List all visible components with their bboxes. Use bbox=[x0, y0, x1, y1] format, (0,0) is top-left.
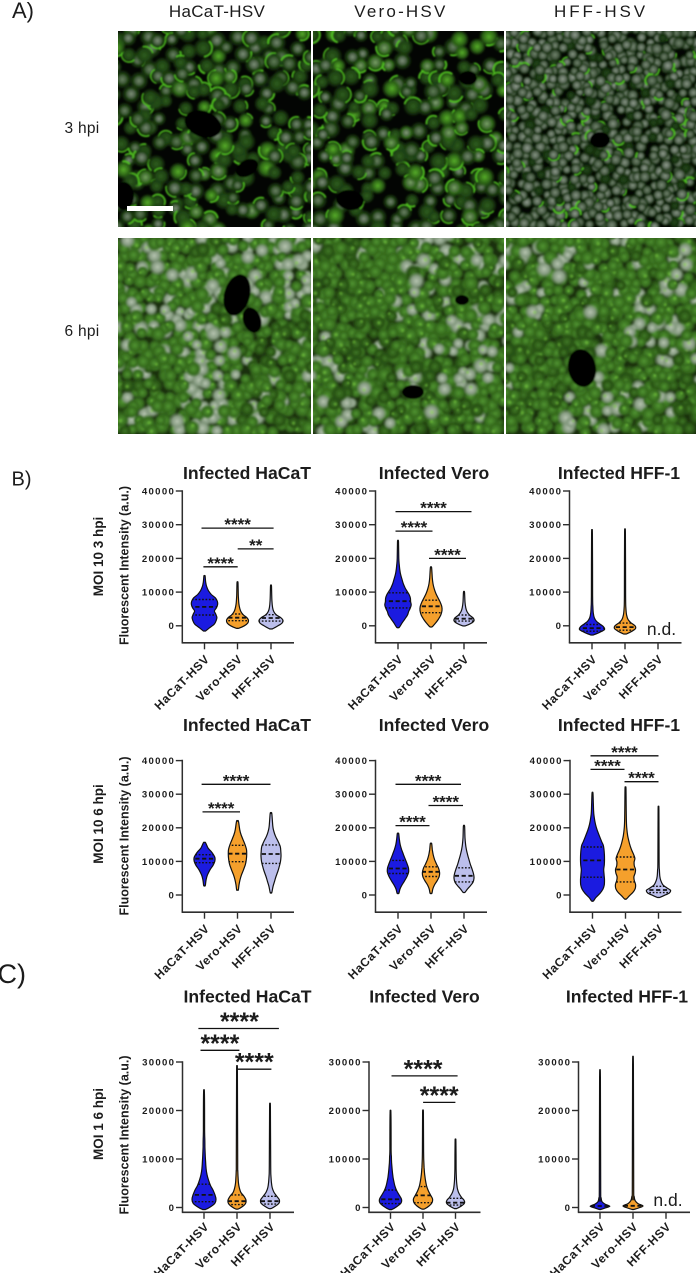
svg-text:20000: 20000 bbox=[142, 1106, 175, 1117]
svg-text:10000: 10000 bbox=[142, 588, 175, 599]
svg-text:30000: 30000 bbox=[538, 1057, 571, 1068]
svg-text:20000: 20000 bbox=[335, 554, 368, 565]
svg-text:0: 0 bbox=[169, 1203, 176, 1214]
svg-text:HFF-HSV: HFF-HSV bbox=[554, 2, 648, 21]
svg-text:10000: 10000 bbox=[335, 588, 368, 599]
svg-text:30000: 30000 bbox=[335, 520, 368, 531]
svg-text:0: 0 bbox=[556, 890, 563, 901]
svg-text:****: **** bbox=[224, 515, 251, 534]
svg-text:0: 0 bbox=[168, 890, 175, 901]
svg-text:Infected HFF-1: Infected HFF-1 bbox=[566, 987, 688, 1007]
svg-text:0: 0 bbox=[355, 1203, 362, 1214]
svg-text:n.d.: n.d. bbox=[653, 1190, 682, 1210]
svg-text:****: **** bbox=[401, 518, 428, 537]
svg-text:Infected HaCaT: Infected HaCaT bbox=[183, 987, 311, 1007]
svg-text:20000: 20000 bbox=[329, 1106, 362, 1117]
svg-text:40000: 40000 bbox=[142, 486, 175, 497]
svg-text:20000: 20000 bbox=[538, 1106, 571, 1117]
svg-text:Infected Vero: Infected Vero bbox=[379, 463, 490, 483]
svg-text:40000: 40000 bbox=[142, 756, 175, 767]
svg-text:MOI 10 6 hpi: MOI 10 6 hpi bbox=[91, 784, 106, 864]
svg-text:****: **** bbox=[200, 1030, 239, 1058]
svg-text:30000: 30000 bbox=[329, 1057, 362, 1068]
svg-text:0: 0 bbox=[556, 621, 563, 632]
svg-text:Vero-HSV: Vero-HSV bbox=[354, 2, 447, 21]
svg-text:C): C) bbox=[0, 959, 26, 989]
svg-text:0: 0 bbox=[362, 890, 369, 901]
svg-text:B): B) bbox=[12, 469, 32, 491]
svg-text:10000: 10000 bbox=[142, 857, 175, 868]
svg-text:Infected HaCaT: Infected HaCaT bbox=[183, 463, 311, 483]
svg-text:A): A) bbox=[12, 0, 34, 23]
svg-text:30000: 30000 bbox=[529, 520, 562, 531]
svg-text:10000: 10000 bbox=[538, 1154, 571, 1165]
svg-text:HaCaT-HSV: HaCaT-HSV bbox=[169, 2, 266, 21]
svg-text:Infected Vero: Infected Vero bbox=[379, 715, 490, 735]
svg-text:****: **** bbox=[208, 799, 235, 818]
svg-text:****: **** bbox=[628, 769, 655, 788]
svg-text:Infected Vero: Infected Vero bbox=[369, 987, 480, 1007]
svg-text:20000: 20000 bbox=[529, 554, 562, 565]
svg-text:10000: 10000 bbox=[529, 588, 562, 599]
svg-text:10000: 10000 bbox=[142, 1154, 175, 1165]
svg-text:30000: 30000 bbox=[142, 790, 175, 801]
svg-text:0: 0 bbox=[168, 621, 175, 632]
svg-text:****: **** bbox=[434, 545, 461, 564]
svg-text:20000: 20000 bbox=[142, 554, 175, 565]
svg-text:0: 0 bbox=[565, 1203, 572, 1214]
svg-text:****: **** bbox=[420, 499, 447, 518]
svg-text:MOI 1 6 hpi: MOI 1 6 hpi bbox=[91, 1088, 106, 1160]
svg-text:30000: 30000 bbox=[335, 790, 368, 801]
svg-text:****: **** bbox=[415, 771, 442, 790]
svg-text:30000: 30000 bbox=[142, 520, 175, 531]
svg-text:**: ** bbox=[249, 536, 263, 555]
svg-text:Fluorescent Intensity (a.u.): Fluorescent Intensity (a.u.) bbox=[118, 756, 132, 915]
svg-text:30000: 30000 bbox=[142, 1057, 175, 1068]
svg-text:****: **** bbox=[433, 793, 460, 812]
svg-text:20000: 20000 bbox=[530, 823, 563, 834]
svg-text:Fluorescent Intensity (a.u.): Fluorescent Intensity (a.u.) bbox=[118, 486, 132, 645]
svg-text:40000: 40000 bbox=[529, 486, 562, 497]
svg-text:10000: 10000 bbox=[530, 857, 563, 868]
svg-text:20000: 20000 bbox=[142, 823, 175, 834]
svg-text:40000: 40000 bbox=[335, 486, 368, 497]
svg-text:30000: 30000 bbox=[530, 790, 563, 801]
svg-text:Infected HaCaT: Infected HaCaT bbox=[183, 715, 311, 735]
svg-text:10000: 10000 bbox=[335, 857, 368, 868]
svg-text:MOI 10 3 hpi: MOI 10 3 hpi bbox=[91, 517, 106, 597]
svg-text:****: **** bbox=[223, 771, 250, 790]
svg-text:3 hpi: 3 hpi bbox=[64, 120, 99, 137]
svg-text:****: **** bbox=[404, 1055, 443, 1083]
svg-text:6 hpi: 6 hpi bbox=[64, 323, 99, 340]
svg-text:****: **** bbox=[235, 1049, 274, 1077]
svg-text:****: **** bbox=[399, 813, 426, 832]
svg-text:20000: 20000 bbox=[335, 823, 368, 834]
svg-text:****: **** bbox=[611, 743, 638, 762]
svg-text:0: 0 bbox=[362, 621, 369, 632]
svg-text:n.d.: n.d. bbox=[647, 619, 676, 639]
svg-text:Fluorescent Intensity (a.u.): Fluorescent Intensity (a.u.) bbox=[118, 1055, 132, 1214]
svg-text:Infected HFF-1: Infected HFF-1 bbox=[558, 715, 680, 735]
svg-text:40000: 40000 bbox=[335, 756, 368, 767]
svg-text:Infected HFF-1: Infected HFF-1 bbox=[558, 463, 680, 483]
svg-text:10000: 10000 bbox=[329, 1154, 362, 1165]
svg-text:****: **** bbox=[207, 554, 234, 573]
svg-text:****: **** bbox=[220, 1008, 259, 1036]
svg-text:40000: 40000 bbox=[530, 756, 563, 767]
svg-text:****: **** bbox=[594, 756, 621, 775]
svg-text:****: **** bbox=[420, 1082, 459, 1110]
